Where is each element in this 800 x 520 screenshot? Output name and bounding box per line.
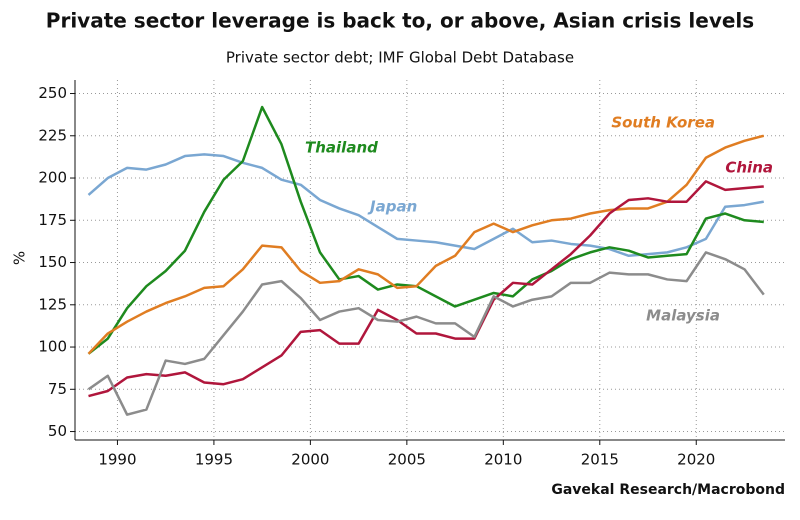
x-tick-label: 2000 bbox=[291, 451, 329, 469]
y-tick-label: 150 bbox=[38, 253, 67, 271]
legend-label: China bbox=[725, 159, 773, 177]
series-line bbox=[87, 251, 765, 416]
series-line bbox=[87, 134, 765, 355]
y-tick-label: 100 bbox=[38, 338, 67, 356]
y-tick-label: 75 bbox=[48, 380, 67, 398]
y-axis-label: % bbox=[11, 251, 29, 265]
legend-label: South Korea bbox=[611, 114, 715, 132]
x-tick-label: 2005 bbox=[388, 451, 426, 469]
series-line bbox=[87, 153, 764, 258]
y-tick-label: 175 bbox=[38, 211, 67, 229]
chart-subtitle: Private sector debt; IMF Global Debt Dat… bbox=[226, 49, 574, 67]
legend-label: Malaysia bbox=[646, 307, 720, 325]
y-tick-label: 50 bbox=[48, 422, 67, 440]
chart-title: Private sector leverage is back to, or a… bbox=[46, 9, 754, 33]
legend-label: Japan bbox=[367, 198, 417, 216]
legend-label: Thailand bbox=[305, 139, 378, 157]
x-tick-label: 1995 bbox=[195, 451, 233, 469]
x-tick-label: 2010 bbox=[484, 451, 522, 469]
x-tick-label: 2020 bbox=[677, 451, 715, 469]
x-tick-label: 2015 bbox=[581, 451, 619, 469]
source: Gavekal Research/Macrobond bbox=[551, 482, 785, 498]
series-line bbox=[88, 180, 764, 398]
y-tick-label: 250 bbox=[38, 84, 67, 102]
y-tick-label: 125 bbox=[38, 295, 67, 313]
x-tick-label: 1990 bbox=[98, 451, 136, 469]
y-tick-label: 200 bbox=[38, 169, 67, 187]
y-tick-label: 225 bbox=[38, 126, 67, 144]
series-line bbox=[87, 105, 764, 355]
